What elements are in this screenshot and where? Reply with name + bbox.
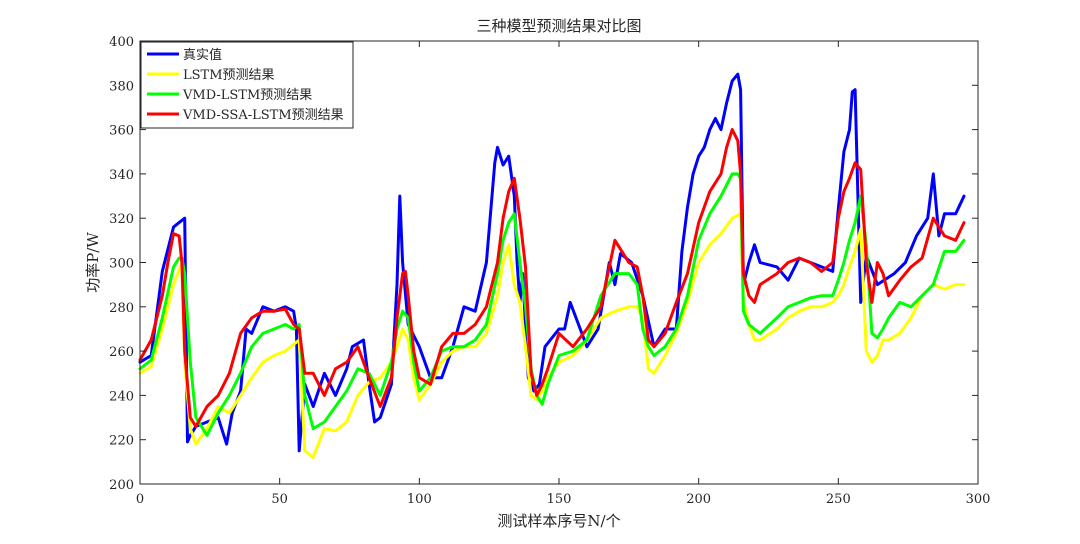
x-tick-label: 150	[547, 492, 572, 507]
y-tick-label: 400	[109, 35, 134, 50]
y-tick-label: 300	[109, 257, 134, 272]
series-line-2	[138, 212, 966, 459]
ticks-layer: 0 50 100 150 200 250 300 200 220 240 260 280 300 320 3…	[109, 35, 990, 507]
legend-label: LSTM预测结果	[183, 68, 275, 83]
series-line-4	[138, 128, 966, 428]
y-tick-label: 220	[109, 434, 134, 449]
x-tick-label: 300	[966, 492, 991, 507]
chart-title: 三种模型预测结果对比图	[476, 17, 641, 35]
x-tick-label: 100	[407, 492, 432, 507]
legend-label: VMD-LSTM预测结果	[182, 88, 312, 103]
y-tick-label: 380	[109, 79, 134, 94]
x-tick-label: 50	[271, 492, 288, 507]
y-tick-label: 200	[109, 478, 134, 493]
x-tick-label: 200	[686, 492, 711, 507]
x-axis-title: 测试样本序号N/个	[497, 512, 620, 530]
legend: 真实值 LSTM预测结果 VMD-LSTM预测结果 VMD-SSA-LSTM预测结果	[140, 41, 354, 129]
y-tick-label: 360	[109, 124, 134, 139]
legend-label: VMD-SSA-LSTM预测结果	[182, 108, 344, 123]
y-tick-label: 280	[109, 301, 134, 316]
legend-label: 真实值	[183, 47, 222, 63]
y-tick-label: 260	[109, 345, 134, 360]
x-tick-label: 250	[826, 492, 851, 507]
series-layer	[138, 72, 966, 459]
y-tick-label: 340	[109, 168, 134, 183]
series-line-3	[138, 172, 966, 437]
x-tick-label: 0	[136, 492, 144, 507]
y-axis-title: 功率P/W	[84, 232, 102, 293]
y-tick-label: 320	[109, 212, 134, 227]
y-tick-label: 240	[109, 389, 134, 404]
